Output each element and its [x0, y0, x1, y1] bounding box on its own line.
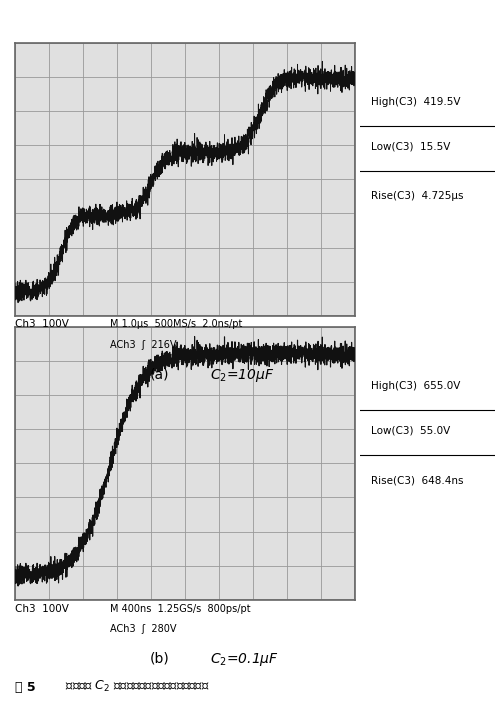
Text: (b): (b) — [150, 651, 170, 665]
Text: 图 5: 图 5 — [15, 682, 36, 694]
Text: (a): (a) — [150, 367, 170, 381]
Text: High(C3)  655.0V: High(C3) 655.0V — [371, 381, 460, 390]
Text: Rise(C3)  4.725μs: Rise(C3) 4.725μs — [371, 192, 464, 202]
Text: ACh3  ʃ  216V: ACh3 ʃ 216V — [110, 340, 176, 350]
Text: Ch3  100V: Ch3 100V — [15, 320, 69, 329]
Text: High(C3)  419.5V: High(C3) 419.5V — [371, 97, 460, 106]
Text: 滤波电容 $C_2$ 取不同值时负载电阻上的电压波形: 滤波电容 $C_2$ 取不同值时负载电阻上的电压波形 — [58, 679, 209, 694]
Text: M 1.0μs  500MS/s  2.0ns/pt: M 1.0μs 500MS/s 2.0ns/pt — [110, 320, 242, 329]
Text: $C_2$=0.1μF: $C_2$=0.1μF — [210, 651, 279, 668]
Text: Rise(C3)  648.4ns: Rise(C3) 648.4ns — [371, 476, 464, 486]
Text: M 400ns  1.25GS/s  800ps/pt: M 400ns 1.25GS/s 800ps/pt — [110, 604, 251, 613]
Text: ACh3  ʃ  280V: ACh3 ʃ 280V — [110, 624, 176, 634]
Text: Ch3  100V: Ch3 100V — [15, 604, 69, 613]
Text: $C_2$=10μF: $C_2$=10μF — [210, 367, 274, 384]
Text: Low(C3)  15.5V: Low(C3) 15.5V — [371, 142, 450, 152]
Text: Low(C3)  55.0V: Low(C3) 55.0V — [371, 426, 450, 436]
